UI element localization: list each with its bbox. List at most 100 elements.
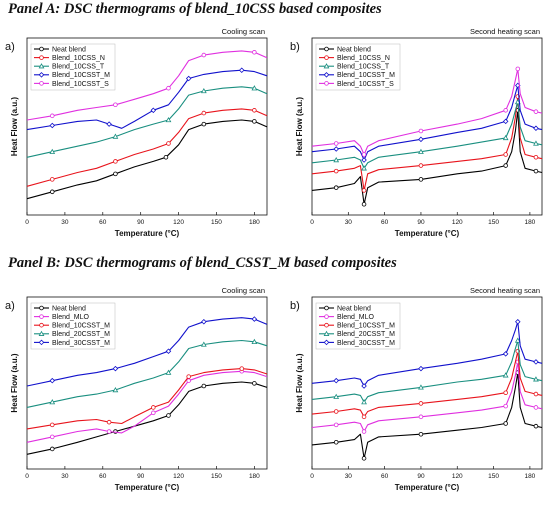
series-line [26,86,268,158]
x-tick-label: 90 [137,219,145,226]
data-point [201,121,207,127]
legend-entry: Neat blend [52,46,86,53]
x-tick-label: 120 [173,473,184,480]
chart-a-cooling: 0 30 60 90 120 150 180 Temperature (°C) Heat Flo… [5,27,268,238]
series-line [311,321,543,387]
series-line [311,361,543,433]
legend-box [30,302,116,350]
legend-entry: Blend_10CSST_S [337,81,394,88]
x-tick-label: 120 [452,473,463,480]
data-point [106,419,112,425]
data-point [418,365,424,372]
data-point [49,148,56,154]
legend-marker [323,63,330,69]
legend-marker [39,55,44,60]
data-point [418,148,424,154]
data-point [361,188,367,193]
legend-entry: Blend_10CSST_M [52,72,110,79]
data-point [333,439,339,445]
legend-entry: Blend_MLO [52,314,90,321]
data-point [503,403,508,409]
x-tick-label: 0 [25,219,29,226]
series-blend-10css-n [26,108,268,187]
data-point [333,409,339,414]
data-point [49,399,56,405]
data-point [361,456,367,461]
data-point [252,381,257,386]
data-point [49,434,55,440]
data-point [49,189,55,195]
data-point [361,414,367,420]
data-point [112,365,119,372]
series-line [26,370,268,443]
legend-entry: Blend_10CSS_N [337,55,390,62]
data-point [533,155,539,160]
legend-entry: Blend_30CSST_M [52,340,110,347]
data-point [201,383,207,389]
data-point [333,157,340,163]
series-neat-blend [26,119,268,200]
data-point [150,107,157,114]
data-point [533,359,539,365]
series-blend-mlo [26,369,268,443]
x-tick-label: 90 [137,473,145,480]
x-tick-label: 0 [25,473,29,480]
data-point [252,50,257,55]
data-point [112,133,119,139]
data-point [166,141,171,146]
data-point [333,422,339,428]
data-point [185,75,192,82]
data-point [533,405,539,410]
legend-marker [39,81,44,86]
x-tick-label: 60 [381,219,389,226]
x-tick-label: 150 [488,219,499,226]
data-point [515,318,521,325]
chart-title: Cooling scan [222,286,265,295]
data-point [186,378,191,383]
legend-entry: Blend_10CSST_M [337,323,395,330]
data-point [49,177,55,182]
x-tick-label: 60 [99,219,107,226]
data-point [49,422,55,428]
data-point [251,316,258,322]
data-point [238,67,245,74]
legend-entry: Blend_20CSST_M [52,331,110,338]
data-point [239,366,245,371]
legend-marker [324,314,329,319]
series-line [26,119,268,200]
panel-a-title: Panel A: DSC thermograms of blend_10CSS … [8,1,382,17]
legend-marker [39,305,44,311]
plot-frame [26,296,268,470]
series-neat-blend [26,381,268,455]
data-point [165,369,172,375]
y-axis-label: Heat Flow (a.u.) [295,97,304,156]
x-tick-label: 120 [452,219,463,226]
legend-entry: Blend_30CSST_M [337,340,395,347]
legend: Neat blend Blend_MLO Blend_10CSST_MBlend_2… [30,302,116,350]
legend-entry: Blend_10CSST_M [337,72,395,79]
legend-marker [38,339,45,346]
data-point [361,399,367,405]
data-point [418,136,424,143]
series-line [311,109,543,205]
x-tick-label: 180 [249,219,260,226]
x-tick-label: 150 [211,219,222,226]
legend-marker [39,322,44,328]
series-blend-10css-t [26,85,268,158]
data-point [106,429,112,434]
data-point [166,413,171,418]
series-blend-10csst-s [311,66,543,157]
data-point [514,337,521,343]
series-blend-10csst-m [311,348,543,420]
x-tick-label: 0 [310,219,314,226]
legend-marker [323,330,330,336]
data-point [333,168,339,174]
data-point [333,146,339,152]
y-axis-label: Heat Flow (a.u.) [295,353,304,412]
data-point [113,159,118,164]
series-line [26,69,268,131]
data-point [502,372,509,378]
data-point [106,121,112,127]
x-tick-label: 30 [61,473,69,480]
data-point [333,377,339,384]
